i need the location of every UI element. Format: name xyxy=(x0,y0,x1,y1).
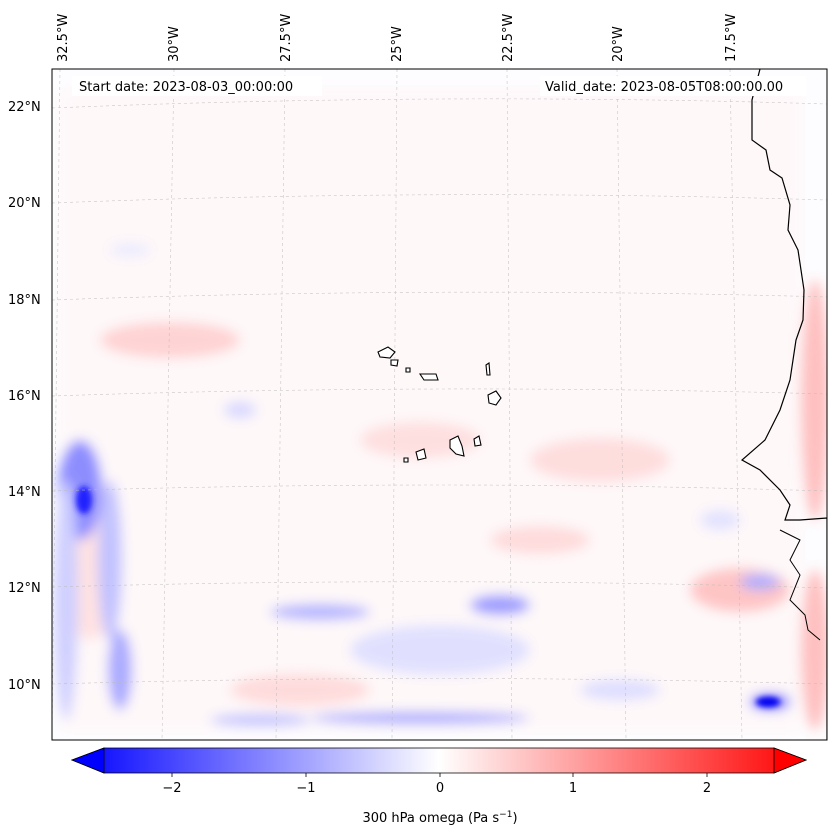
start-date-box xyxy=(72,76,322,96)
colorbar-max-extend xyxy=(773,747,808,774)
colorbar-body xyxy=(70,747,808,774)
lon-tick-label: 20°W xyxy=(611,26,626,62)
colorbar-min-extend xyxy=(70,747,105,774)
lat-tick-label: 20°N xyxy=(8,196,41,211)
lon-tick-labels: 32.5°W 30°W 27.5°W 25°W 22.5°W 20°W 17.5… xyxy=(56,14,739,62)
colorbar-tick-label: −2 xyxy=(162,781,181,796)
lat-tick-label: 22°N xyxy=(8,100,41,115)
lat-tick-label: 18°N xyxy=(8,293,41,308)
colorbar-tick-label: −1 xyxy=(296,781,315,796)
cape-verde-islands xyxy=(377,346,502,463)
colorbar-tick-label: 0 xyxy=(436,781,444,796)
lon-tick-label: 27.5°W xyxy=(279,14,294,62)
lat-tick-label: 16°N xyxy=(8,389,41,404)
lat-tick-label: 12°N xyxy=(8,581,41,596)
start-date-label: Start date: 2023-08-03_00:00:00 xyxy=(79,80,293,95)
lon-tick-label: 30°W xyxy=(167,26,182,62)
colorbar: −2 −1 0 1 2 300 hPa omega (Pa s−1) xyxy=(70,747,808,826)
lat-tick-label: 14°N xyxy=(8,485,41,500)
gridlines xyxy=(52,69,827,740)
lat-tick-labels: 22°N 20°N 18°N 16°N 14°N 12°N 10°N xyxy=(8,100,41,693)
lon-tick-label: 25°W xyxy=(390,26,405,62)
colorbar-title: 300 hPa omega (Pa s−1) xyxy=(362,810,517,826)
colorbar-tick-label: 2 xyxy=(703,781,711,796)
valid-date-box xyxy=(540,76,806,96)
colorbar-tick-label: 1 xyxy=(569,781,577,796)
omega-field xyxy=(52,69,827,740)
lon-tick-label: 22.5°W xyxy=(501,14,516,62)
lon-tick-label: 17.5°W xyxy=(724,14,739,62)
lon-tick-label: 32.5°W xyxy=(56,14,71,62)
africa-coastline xyxy=(740,69,827,740)
lat-tick-label: 10°N xyxy=(8,678,41,693)
valid-date-label: Valid_date: 2023-08-05T08:00:00.00 xyxy=(545,80,783,95)
